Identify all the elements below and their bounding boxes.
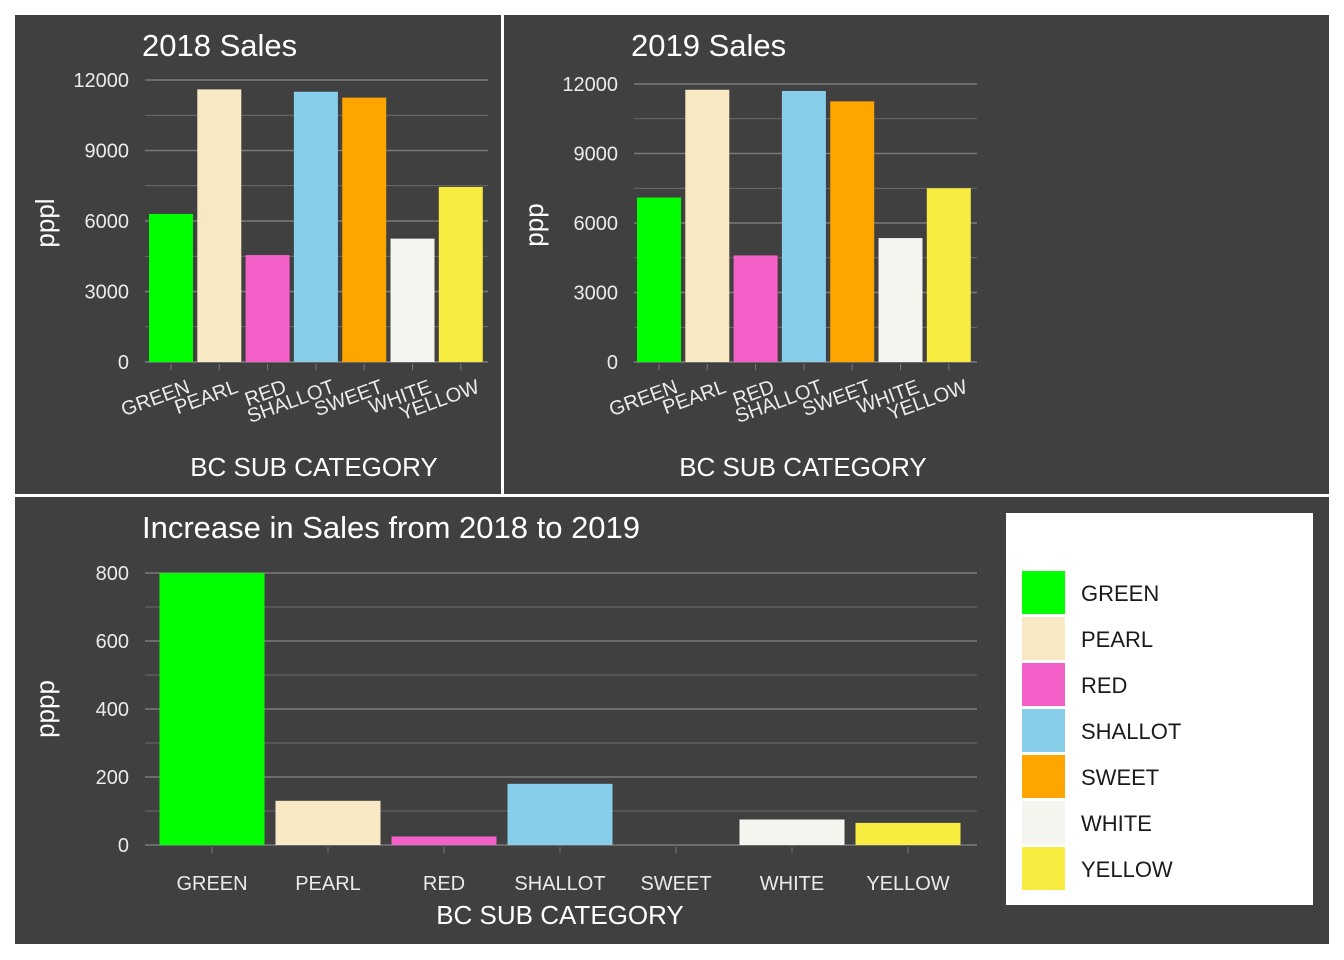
bar-green — [149, 213, 193, 362]
y-tick-label: 3000 — [85, 282, 130, 304]
bar-pearl — [685, 89, 730, 363]
y-tick-labels: 0 3000 6000 9000 12000 — [73, 70, 129, 374]
legend-label-pearl: PEARL — [1081, 627, 1153, 652]
legend-label-sweet: SWEET — [1081, 765, 1159, 790]
legend-label-yellow: YELLOW — [1081, 857, 1173, 882]
y-tick-label: 400 — [96, 699, 129, 721]
y-axis-title: pppl — [30, 198, 60, 247]
chart-2018-sales: 2018 Sales pppl BC SUB CATEGORY 0 3000 600… — [30, 28, 488, 482]
x-tick-label: RED — [423, 873, 465, 895]
bar-red — [733, 255, 778, 362]
x-tick-label: YELLOW — [866, 873, 949, 895]
y-tick-label: 0 — [607, 352, 618, 374]
bar-shallot — [507, 783, 613, 845]
y-tick-labels: 0 200 400 600 800 — [96, 563, 129, 857]
legend-label-white: WHITE — [1081, 811, 1152, 836]
y-tick-label: 12000 — [562, 74, 618, 96]
legend-swatch-pearl — [1022, 617, 1065, 660]
legend-label-green: GREEN — [1081, 581, 1159, 606]
legend-label-shallot: SHALLOT — [1081, 719, 1181, 744]
bar-shallot — [781, 90, 826, 362]
y-tick-label: 6000 — [574, 213, 619, 235]
bar-white — [739, 819, 845, 845]
y-tick-label: 9000 — [574, 144, 619, 166]
bar-pearl — [275, 800, 381, 845]
x-axis-title: BC SUB CATEGORY — [190, 452, 438, 482]
bar-green — [159, 573, 265, 845]
y-tick-label: 9000 — [85, 141, 130, 163]
gridlines — [145, 572, 977, 846]
legend-swatch-green — [1022, 571, 1065, 614]
bar-white — [390, 238, 435, 362]
legend-label-red: RED — [1081, 673, 1127, 698]
bar-white — [878, 238, 923, 362]
bar-green — [637, 197, 681, 362]
bar-sweet — [342, 97, 387, 362]
bar-shallot — [293, 91, 338, 362]
chart-title: Increase in Sales from 2018 to 2019 — [142, 510, 640, 545]
bar-yellow — [438, 186, 483, 362]
y-tick-label: 200 — [96, 767, 129, 789]
y-tick-label: 6000 — [85, 211, 130, 233]
legend: GREEN PEARL RED SHALLOT SWEET WHITE YELLOW — [1006, 513, 1313, 905]
y-tick-label: 12000 — [73, 70, 129, 92]
x-tick-label: SHALLOT — [514, 873, 605, 895]
x-tick-label: PEARL — [295, 873, 361, 895]
y-tick-label: 0 — [118, 835, 129, 857]
legend-swatch-red — [1022, 663, 1065, 706]
x-tick-label: WHITE — [760, 873, 824, 895]
legend-swatch-sweet — [1022, 755, 1065, 798]
legend-swatch-shallot — [1022, 709, 1065, 752]
chart-increase-in-sales: Increase in Sales from 2018 to 2019 pppp… — [30, 510, 977, 930]
bar-yellow — [926, 188, 971, 362]
bars — [637, 89, 971, 363]
legend-swatch-yellow — [1022, 847, 1065, 890]
bar-pearl — [197, 89, 242, 363]
y-tick-labels: 0 3000 6000 9000 12000 — [562, 74, 618, 374]
y-axis-title: ppp — [519, 203, 549, 246]
x-tick-label: SWEET — [640, 873, 711, 895]
chart-2019-sales: 2019 Sales ppp BC SUB CATEGORY 0 3000 6000… — [519, 28, 977, 482]
legend-swatch-white — [1022, 801, 1065, 844]
bars — [159, 573, 961, 845]
y-tick-label: 800 — [96, 563, 129, 585]
bar-sweet — [830, 101, 875, 362]
y-tick-label: 3000 — [574, 283, 619, 305]
x-axis-title: BC SUB CATEGORY — [679, 452, 927, 482]
bar-red — [245, 255, 290, 362]
x-tick-label: GREEN — [176, 873, 247, 895]
bar-red — [391, 836, 497, 845]
x-tick-labels: GREEN PEARL RED SHALLOT SWEET WHITE YELLOW — [176, 847, 950, 895]
y-axis-title: pppp — [30, 680, 60, 738]
bars — [149, 89, 483, 363]
chart-title: 2019 Sales — [631, 28, 786, 63]
y-tick-label: 0 — [118, 352, 129, 374]
bar-yellow — [855, 822, 961, 845]
y-tick-label: 600 — [96, 631, 129, 653]
x-axis-title: BC SUB CATEGORY — [436, 900, 684, 930]
chart-title: 2018 Sales — [142, 28, 297, 63]
